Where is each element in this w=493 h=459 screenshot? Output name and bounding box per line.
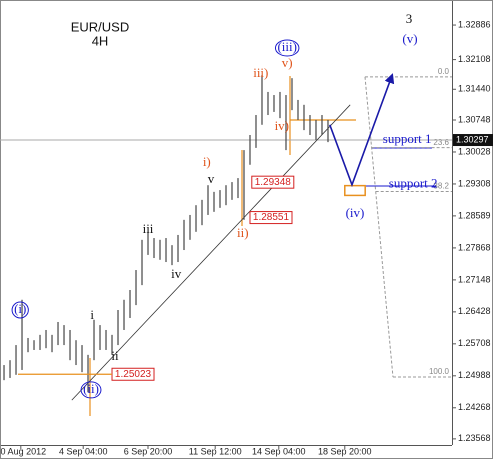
orange-guides	[89, 76, 356, 416]
y-tick-label: 1.32108	[458, 54, 491, 64]
support-zone	[344, 184, 366, 197]
label-circle	[80, 381, 102, 399]
wave-annotation: (iv)	[346, 205, 365, 220]
wave-annotation: iii)	[253, 65, 268, 80]
x-tick-label: 14 Sep 04:00	[252, 446, 306, 456]
y-tick-label: 1.30748	[458, 114, 491, 124]
wave-annotation: support 1	[383, 131, 432, 146]
level-label: 1.28551	[253, 212, 290, 223]
chart-title: EUR/USD	[71, 19, 130, 34]
y-tick-label: 1.23568	[458, 433, 491, 443]
level-box	[251, 175, 295, 189]
y-tick-label: 1.30028	[458, 146, 491, 156]
level-label: 1.25023	[115, 369, 152, 380]
y-tick-label: 1.29308	[458, 178, 491, 188]
fib-label: 38.2	[433, 182, 449, 191]
trendline	[71, 104, 351, 401]
wave-annotation: iii	[143, 221, 154, 236]
wave-annotation: ii	[111, 348, 119, 363]
y-tick-label: 1.24268	[458, 402, 491, 412]
wave-annotation: v)	[282, 55, 293, 70]
y-tick-label: 1.26428	[458, 306, 491, 316]
y-tick-label: 1.32886	[458, 19, 491, 29]
wave-annotation: iv)	[275, 118, 289, 133]
wave-annotation: i)	[203, 154, 211, 169]
wave-annotation: v	[208, 171, 215, 186]
level-box	[249, 211, 293, 225]
wave-degree: 3	[406, 11, 413, 26]
last-price-box	[453, 134, 493, 147]
wave-annotation: (ii)	[83, 381, 99, 396]
fib-label: 23.6	[433, 138, 449, 147]
fib-label: 0.0	[438, 67, 450, 76]
x-tick-label: 4 Sep 04:00	[59, 446, 108, 456]
x-tick-label: 11 Sep 12:00	[189, 446, 242, 456]
fib-label: 100.0	[429, 367, 450, 376]
wave-annotation: ii)	[237, 225, 249, 240]
x-tick-label: 30 Aug 2012	[0, 446, 46, 456]
y-tick-label: 1.31440	[458, 84, 491, 94]
wave-annotation: (iii)	[277, 39, 297, 54]
y-tick-label: 1.28589	[458, 210, 491, 220]
last-price-label: 1.30297	[456, 134, 489, 144]
wave-annotation: support 2	[389, 176, 438, 191]
fib-diagonal	[364, 76, 394, 378]
y-tick-label: 1.24988	[458, 370, 491, 380]
x-tick-label: 6 Sep 20:00	[124, 446, 173, 456]
label-circle	[11, 301, 29, 319]
x-tick-label: 18 Sep 20:00	[318, 446, 372, 456]
wave-annotation: iv	[171, 266, 182, 281]
wave-annotation: i	[90, 307, 94, 322]
level-label: 1.29348	[255, 177, 292, 188]
chart-subtitle: 4H	[92, 33, 109, 48]
y-tick-label: 1.27868	[458, 242, 491, 252]
y-tick-label: 1.25708	[458, 338, 491, 348]
wave-label: (v)	[402, 31, 417, 46]
y-tick-label: 1.27148	[458, 274, 491, 284]
wave-annotation: (i)	[14, 301, 26, 316]
projection-path	[329, 73, 395, 188]
label-circle	[274, 39, 300, 57]
